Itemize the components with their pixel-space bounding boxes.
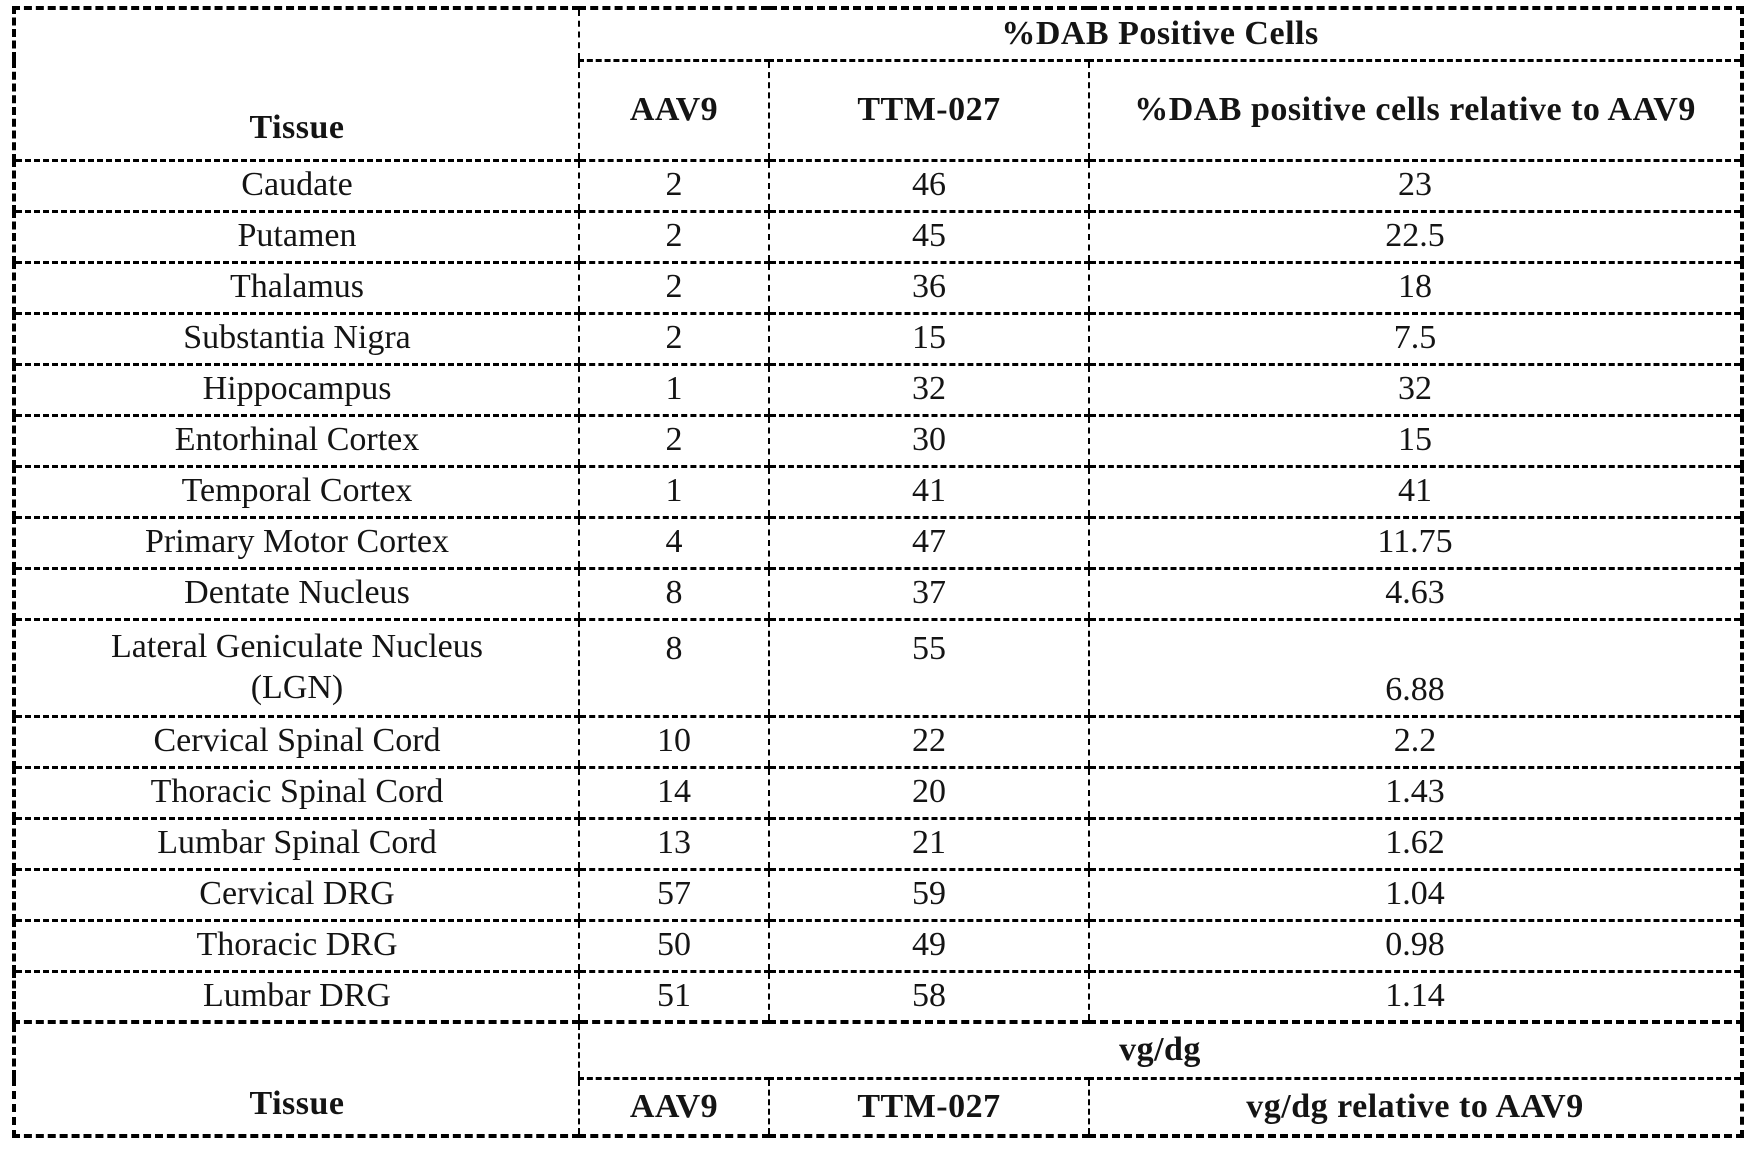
aav9-value-cell: 1 xyxy=(578,362,770,417)
dab-group-header: %DAB Positive Cells xyxy=(577,6,1744,62)
tissue-cell: Thalamus xyxy=(13,260,580,315)
table-row: Hippocampus 1 32 32 xyxy=(13,362,1744,417)
aav9-value-cell: 13 xyxy=(578,816,770,871)
tissue-column-header: Tissue xyxy=(13,6,580,162)
ttm027-value-cell: 46 xyxy=(768,158,1090,213)
ttm027-value-cell: 41 xyxy=(768,464,1090,519)
aav9-value-cell: 2 xyxy=(578,260,770,315)
table-row: Caudate 2 46 23 xyxy=(13,158,1744,213)
table-row: Lateral Geniculate Nucleus (LGN) 8 55 6.… xyxy=(13,617,1744,718)
ttm027-value-cell: 15 xyxy=(768,311,1090,366)
aav9-value-cell: 2 xyxy=(578,311,770,366)
ttm027-value-cell: 30 xyxy=(768,413,1090,468)
vgdg-subheader-row: AAV9 TTM-027 vg/dg relative to AAV9 xyxy=(14,1076,1744,1138)
table-row: Thoracic Spinal Cord 14 20 1.43 xyxy=(13,765,1744,820)
relative-value-cell: 1.14 xyxy=(1087,969,1744,1024)
aav9-value-cell: 8 xyxy=(578,566,770,621)
ttm027-value-cell: 22 xyxy=(768,714,1090,769)
relative-value-cell: 22.5 xyxy=(1087,209,1744,264)
ttm027-value-cell: 55 xyxy=(768,617,1090,718)
relative-value-cell: 18 xyxy=(1087,260,1744,315)
table-row: Entorhinal Cortex 2 30 15 xyxy=(13,413,1744,468)
vgdg-group-header: vg/dg xyxy=(577,1020,1744,1080)
ttm027-value-cell: 47 xyxy=(768,515,1090,570)
table-row: Substantia Nigra 2 15 7.5 xyxy=(13,311,1744,366)
aav9-value-cell: 51 xyxy=(578,969,770,1024)
aav9-value-cell: 57 xyxy=(578,867,770,922)
tissue-cell: Lateral Geniculate Nucleus (LGN) xyxy=(13,617,580,718)
ttm027-value-cell: 36 xyxy=(768,260,1090,315)
ttm027-value-cell: 45 xyxy=(768,209,1090,264)
relative-value-cell: 23 xyxy=(1087,158,1744,213)
ttm027-column-header-bottom: TTM-027 xyxy=(768,1076,1090,1138)
relative-value-cell: 1.62 xyxy=(1087,816,1744,871)
tissue-cell: Entorhinal Cortex xyxy=(13,413,580,468)
ttm027-value-cell: 49 xyxy=(768,918,1090,973)
relative-value-cell: 15 xyxy=(1087,413,1744,468)
relative-value-cell: 7.5 xyxy=(1087,311,1744,366)
dab-table-body: Caudate 2 46 23 Putamen 2 45 22.5 Thalam… xyxy=(13,158,1744,1024)
ttm027-value-cell: 32 xyxy=(768,362,1090,417)
tissue-cell: Thoracic Spinal Cord xyxy=(13,765,580,820)
relative-value-cell: 32 xyxy=(1087,362,1744,417)
aav9-value-cell: 50 xyxy=(578,918,770,973)
ttm027-column-header: TTM-027 xyxy=(768,58,1090,162)
aav9-value-cell: 4 xyxy=(578,515,770,570)
ttm027-value-cell: 59 xyxy=(768,867,1090,922)
tissue-cell: Dentate Nucleus xyxy=(13,566,580,621)
table-row: Thalamus 2 36 18 xyxy=(13,260,1744,315)
aav9-value-cell: 14 xyxy=(578,765,770,820)
table-row: Thoracic DRG 50 49 0.98 xyxy=(13,918,1744,973)
tissue-cell: Substantia Nigra xyxy=(13,311,580,366)
dab-relative-column-header: %DAB positive cells relative to AAV9 xyxy=(1087,58,1744,162)
ttm027-value-cell: 21 xyxy=(768,816,1090,871)
table-row: Primary Motor Cortex 4 47 11.75 xyxy=(13,515,1744,570)
tissue-column-header-bottom: Tissue xyxy=(13,1020,580,1138)
relative-value-cell: 11.75 xyxy=(1087,515,1744,570)
ttm027-value-cell: 20 xyxy=(768,765,1090,820)
aav9-value-cell: 8 xyxy=(578,617,770,718)
relative-value-cell: 41 xyxy=(1087,464,1744,519)
aav9-value-cell: 2 xyxy=(578,209,770,264)
ttm027-value-cell: 37 xyxy=(768,566,1090,621)
table-row: Putamen 2 45 22.5 xyxy=(13,209,1744,264)
table-row: Temporal Cortex 1 41 41 xyxy=(13,464,1744,519)
table-row: Dentate Nucleus 8 37 4.63 xyxy=(13,566,1744,621)
tissue-cell: Caudate xyxy=(13,158,580,213)
tissue-cell: Hippocampus xyxy=(13,362,580,417)
vgdg-relative-column-header: vg/dg relative to AAV9 xyxy=(1087,1076,1744,1138)
tissue-cell: Putamen xyxy=(13,209,580,264)
dab-subheader-row: AAV9 TTM-027 %DAB positive cells relativ… xyxy=(14,58,1744,162)
aav9-value-cell: 10 xyxy=(578,714,770,769)
table-row: Lumbar Spinal Cord 13 21 1.62 xyxy=(13,816,1744,871)
tissue-cell: Lumbar Spinal Cord xyxy=(13,816,580,871)
aav9-value-cell: 2 xyxy=(578,158,770,213)
relative-value-cell: 1.43 xyxy=(1087,765,1744,820)
dab-positive-cells-table: Tissue %DAB Positive Cells AAV9 TTM-027 … xyxy=(12,6,1745,1138)
aav9-column-header-bottom: AAV9 xyxy=(578,1076,770,1138)
table-row: Cervical Spinal Cord 10 22 2.2 xyxy=(13,714,1744,769)
aav9-value-cell: 2 xyxy=(578,413,770,468)
relative-value-cell: 2.2 xyxy=(1087,714,1744,769)
aav9-value-cell: 1 xyxy=(578,464,770,519)
tissue-cell: Cervical Spinal Cord xyxy=(13,714,580,769)
table-row: Cervical DRG 57 59 1.04 xyxy=(13,867,1744,922)
relative-value-cell: 0.98 xyxy=(1087,918,1744,973)
ttm027-value-cell: 58 xyxy=(768,969,1090,1024)
tissue-cell: Lumbar DRG xyxy=(13,969,580,1024)
tissue-cell: Thoracic DRG xyxy=(13,918,580,973)
tissue-cell: Cervical DRG xyxy=(13,867,580,922)
relative-value-cell: 1.04 xyxy=(1087,867,1744,922)
vgdg-header-group-row: Tissue vg/dg xyxy=(13,1020,1744,1138)
relative-value-cell: 6.88 xyxy=(1087,617,1744,718)
aav9-column-header: AAV9 xyxy=(578,58,770,162)
tissue-cell: Primary Motor Cortex xyxy=(13,515,580,570)
dab-header-group-row: Tissue %DAB Positive Cells xyxy=(13,6,1744,162)
table-row: Lumbar DRG 51 58 1.14 xyxy=(13,969,1744,1024)
relative-value-cell: 4.63 xyxy=(1087,566,1744,621)
tissue-cell: Temporal Cortex xyxy=(13,464,580,519)
